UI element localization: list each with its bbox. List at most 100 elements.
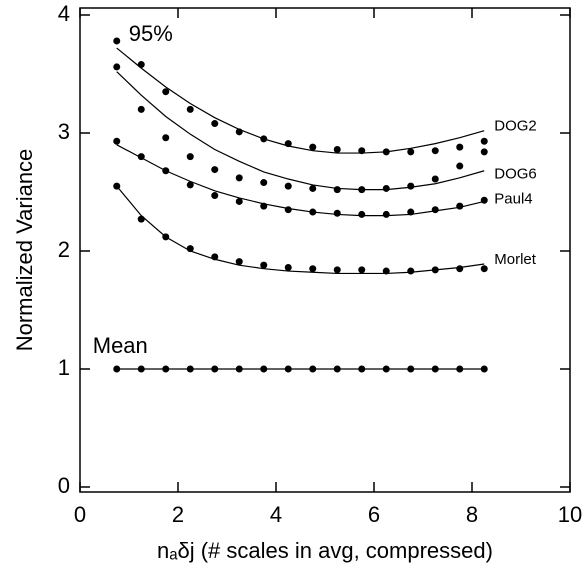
data-point	[186, 105, 194, 113]
data-point	[382, 267, 390, 275]
data-point	[431, 147, 439, 155]
data-point	[358, 266, 366, 274]
data-point	[137, 61, 145, 69]
data-point	[186, 153, 194, 161]
y-axis-title: Normalized Variance	[12, 149, 37, 352]
data-point	[358, 186, 366, 194]
series-label: Morlet	[494, 251, 537, 268]
data-point	[456, 143, 464, 151]
x-tick-label: 8	[466, 502, 478, 527]
data-point	[382, 210, 390, 218]
data-point	[186, 181, 194, 189]
data-point	[309, 184, 317, 192]
data-point	[186, 245, 194, 253]
data-point	[260, 179, 268, 187]
data-point	[382, 184, 390, 192]
data-point	[260, 135, 268, 143]
data-point	[333, 146, 341, 154]
data-point	[260, 261, 268, 269]
fit-line	[116, 71, 485, 191]
data-point	[186, 365, 194, 373]
data-point	[162, 233, 170, 241]
data-point	[162, 134, 170, 142]
data-point	[211, 192, 219, 200]
series-label: DOG6	[494, 166, 537, 183]
data-point	[113, 365, 121, 373]
data-point	[113, 137, 121, 145]
data-point	[456, 365, 464, 373]
data-point	[309, 365, 317, 373]
data-point	[113, 37, 121, 45]
x-tick-label: 2	[172, 502, 184, 527]
y-tick-label: 4	[58, 1, 70, 26]
data-point	[284, 140, 292, 148]
y-tick-label: 1	[58, 355, 70, 380]
data-point	[407, 208, 415, 216]
data-point	[284, 182, 292, 190]
data-point	[137, 105, 145, 113]
data-point	[235, 197, 243, 205]
data-point	[284, 264, 292, 272]
data-point	[382, 148, 390, 156]
data-point	[260, 365, 268, 373]
data-point	[260, 202, 268, 210]
data-point	[211, 253, 219, 261]
data-point	[358, 210, 366, 218]
data-point	[358, 147, 366, 155]
data-point	[456, 162, 464, 170]
data-point	[309, 265, 317, 273]
fit-line	[116, 144, 485, 217]
data-point	[480, 265, 488, 273]
data-point	[431, 206, 439, 214]
data-point	[309, 208, 317, 216]
data-point	[162, 167, 170, 175]
data-point	[235, 258, 243, 266]
data-point	[407, 267, 415, 275]
data-point	[431, 266, 439, 274]
data-point	[235, 174, 243, 182]
data-point	[456, 202, 464, 210]
data-point	[407, 182, 415, 190]
data-point	[211, 120, 219, 128]
data-point	[284, 365, 292, 373]
data-point	[162, 365, 170, 373]
x-tick-label: 6	[368, 502, 380, 527]
data-point	[137, 153, 145, 161]
data-point	[456, 265, 464, 273]
series-label: Mean	[93, 333, 148, 358]
data-point	[333, 186, 341, 194]
x-tick-label: 4	[270, 502, 282, 527]
data-point	[431, 365, 439, 373]
data-point	[211, 365, 219, 373]
series-label: Paul4	[494, 190, 532, 207]
data-point	[113, 63, 121, 71]
data-point	[284, 206, 292, 214]
data-point	[407, 365, 415, 373]
data-point	[333, 266, 341, 274]
x-tick-label: 0	[74, 502, 86, 527]
data-point	[235, 128, 243, 136]
fit-line	[116, 47, 485, 154]
data-point	[333, 365, 341, 373]
annotation: 95%	[129, 21, 173, 46]
plot-frame	[79, 7, 571, 493]
y-tick-label: 3	[58, 119, 70, 144]
data-point	[382, 365, 390, 373]
data-point	[407, 148, 415, 156]
x-tick-label: 10	[558, 502, 582, 527]
data-point	[211, 166, 219, 174]
y-tick-label: 0	[58, 473, 70, 498]
series-label: DOG2	[494, 118, 537, 135]
data-point	[137, 215, 145, 223]
data-point	[358, 365, 366, 373]
y-tick-label: 2	[58, 237, 70, 262]
data-point	[333, 209, 341, 217]
data-point	[431, 175, 439, 183]
data-point	[480, 196, 488, 204]
data-point	[137, 365, 145, 373]
data-point	[480, 137, 488, 145]
data-point	[235, 365, 243, 373]
data-point	[480, 148, 488, 156]
